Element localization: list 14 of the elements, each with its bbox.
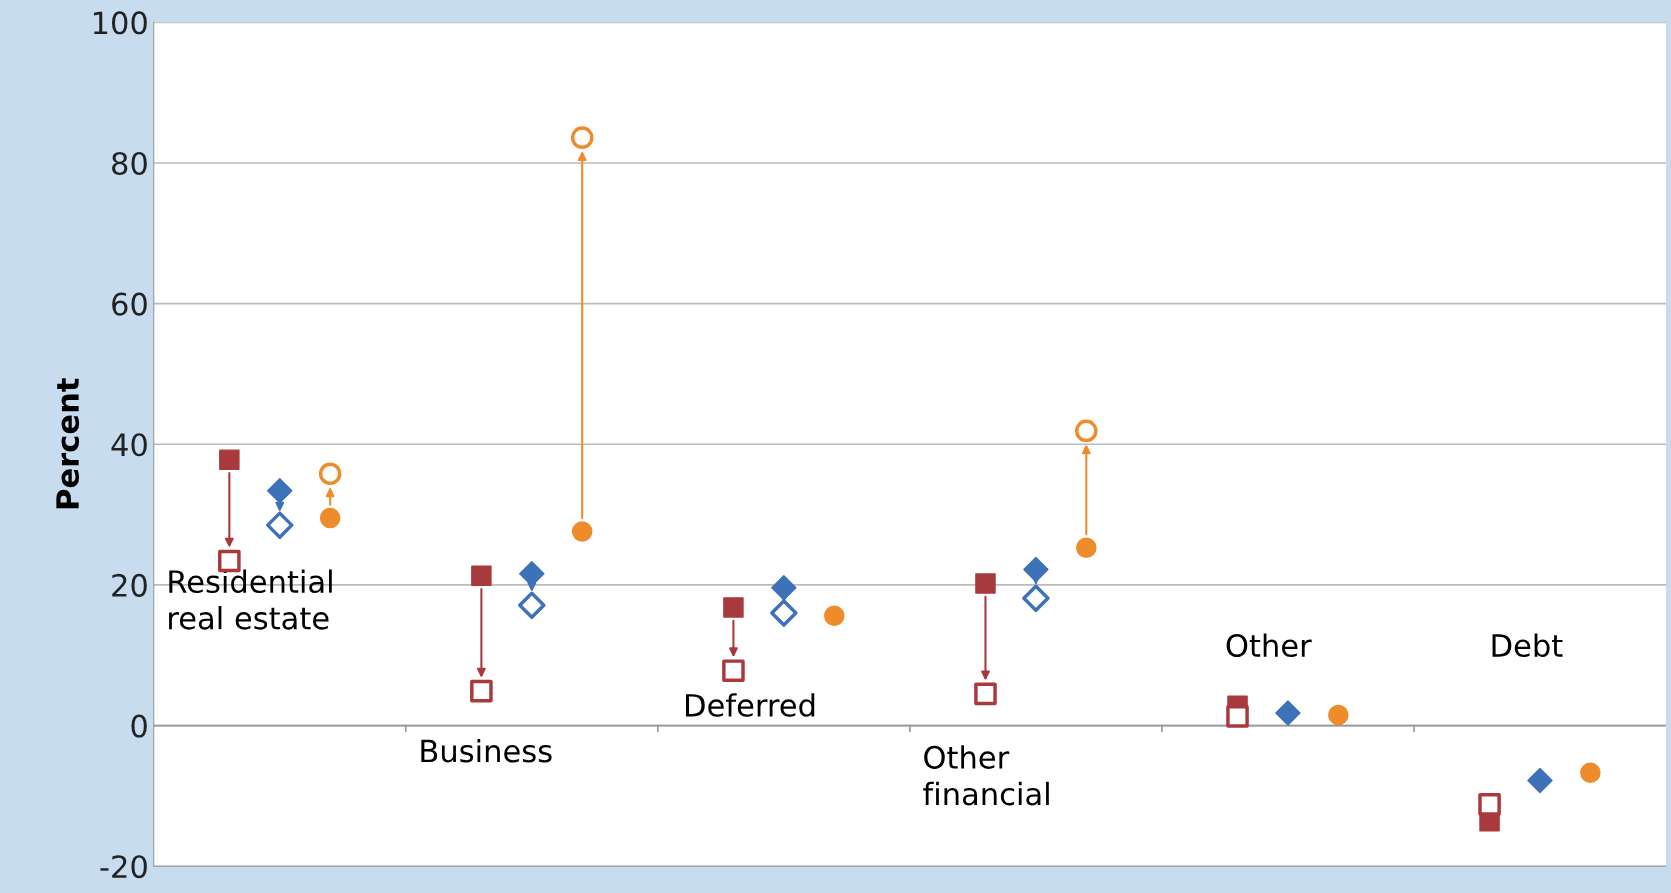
x-tick-label: Debt <box>1492 633 1563 658</box>
x-tick-label: Deferred <box>686 693 815 717</box>
y-tick-label: 20 <box>112 573 147 597</box>
y-tick-label: 40 <box>111 433 147 457</box>
y-tick-label: 80 <box>112 151 147 176</box>
y-tick-label: 60 <box>112 292 147 316</box>
y-axis-title: Percent <box>56 378 80 509</box>
x-tick-label: Other <box>1226 633 1312 658</box>
x-tick-label: Other financial <box>923 745 1049 806</box>
y-tick-label: 100 <box>93 11 147 35</box>
x-tick-label: Residential real estate <box>169 569 332 630</box>
y-tick-label: -20 <box>100 855 147 879</box>
y-tick-label: 0 <box>131 714 147 738</box>
x-tick-label: Business <box>421 738 552 763</box>
